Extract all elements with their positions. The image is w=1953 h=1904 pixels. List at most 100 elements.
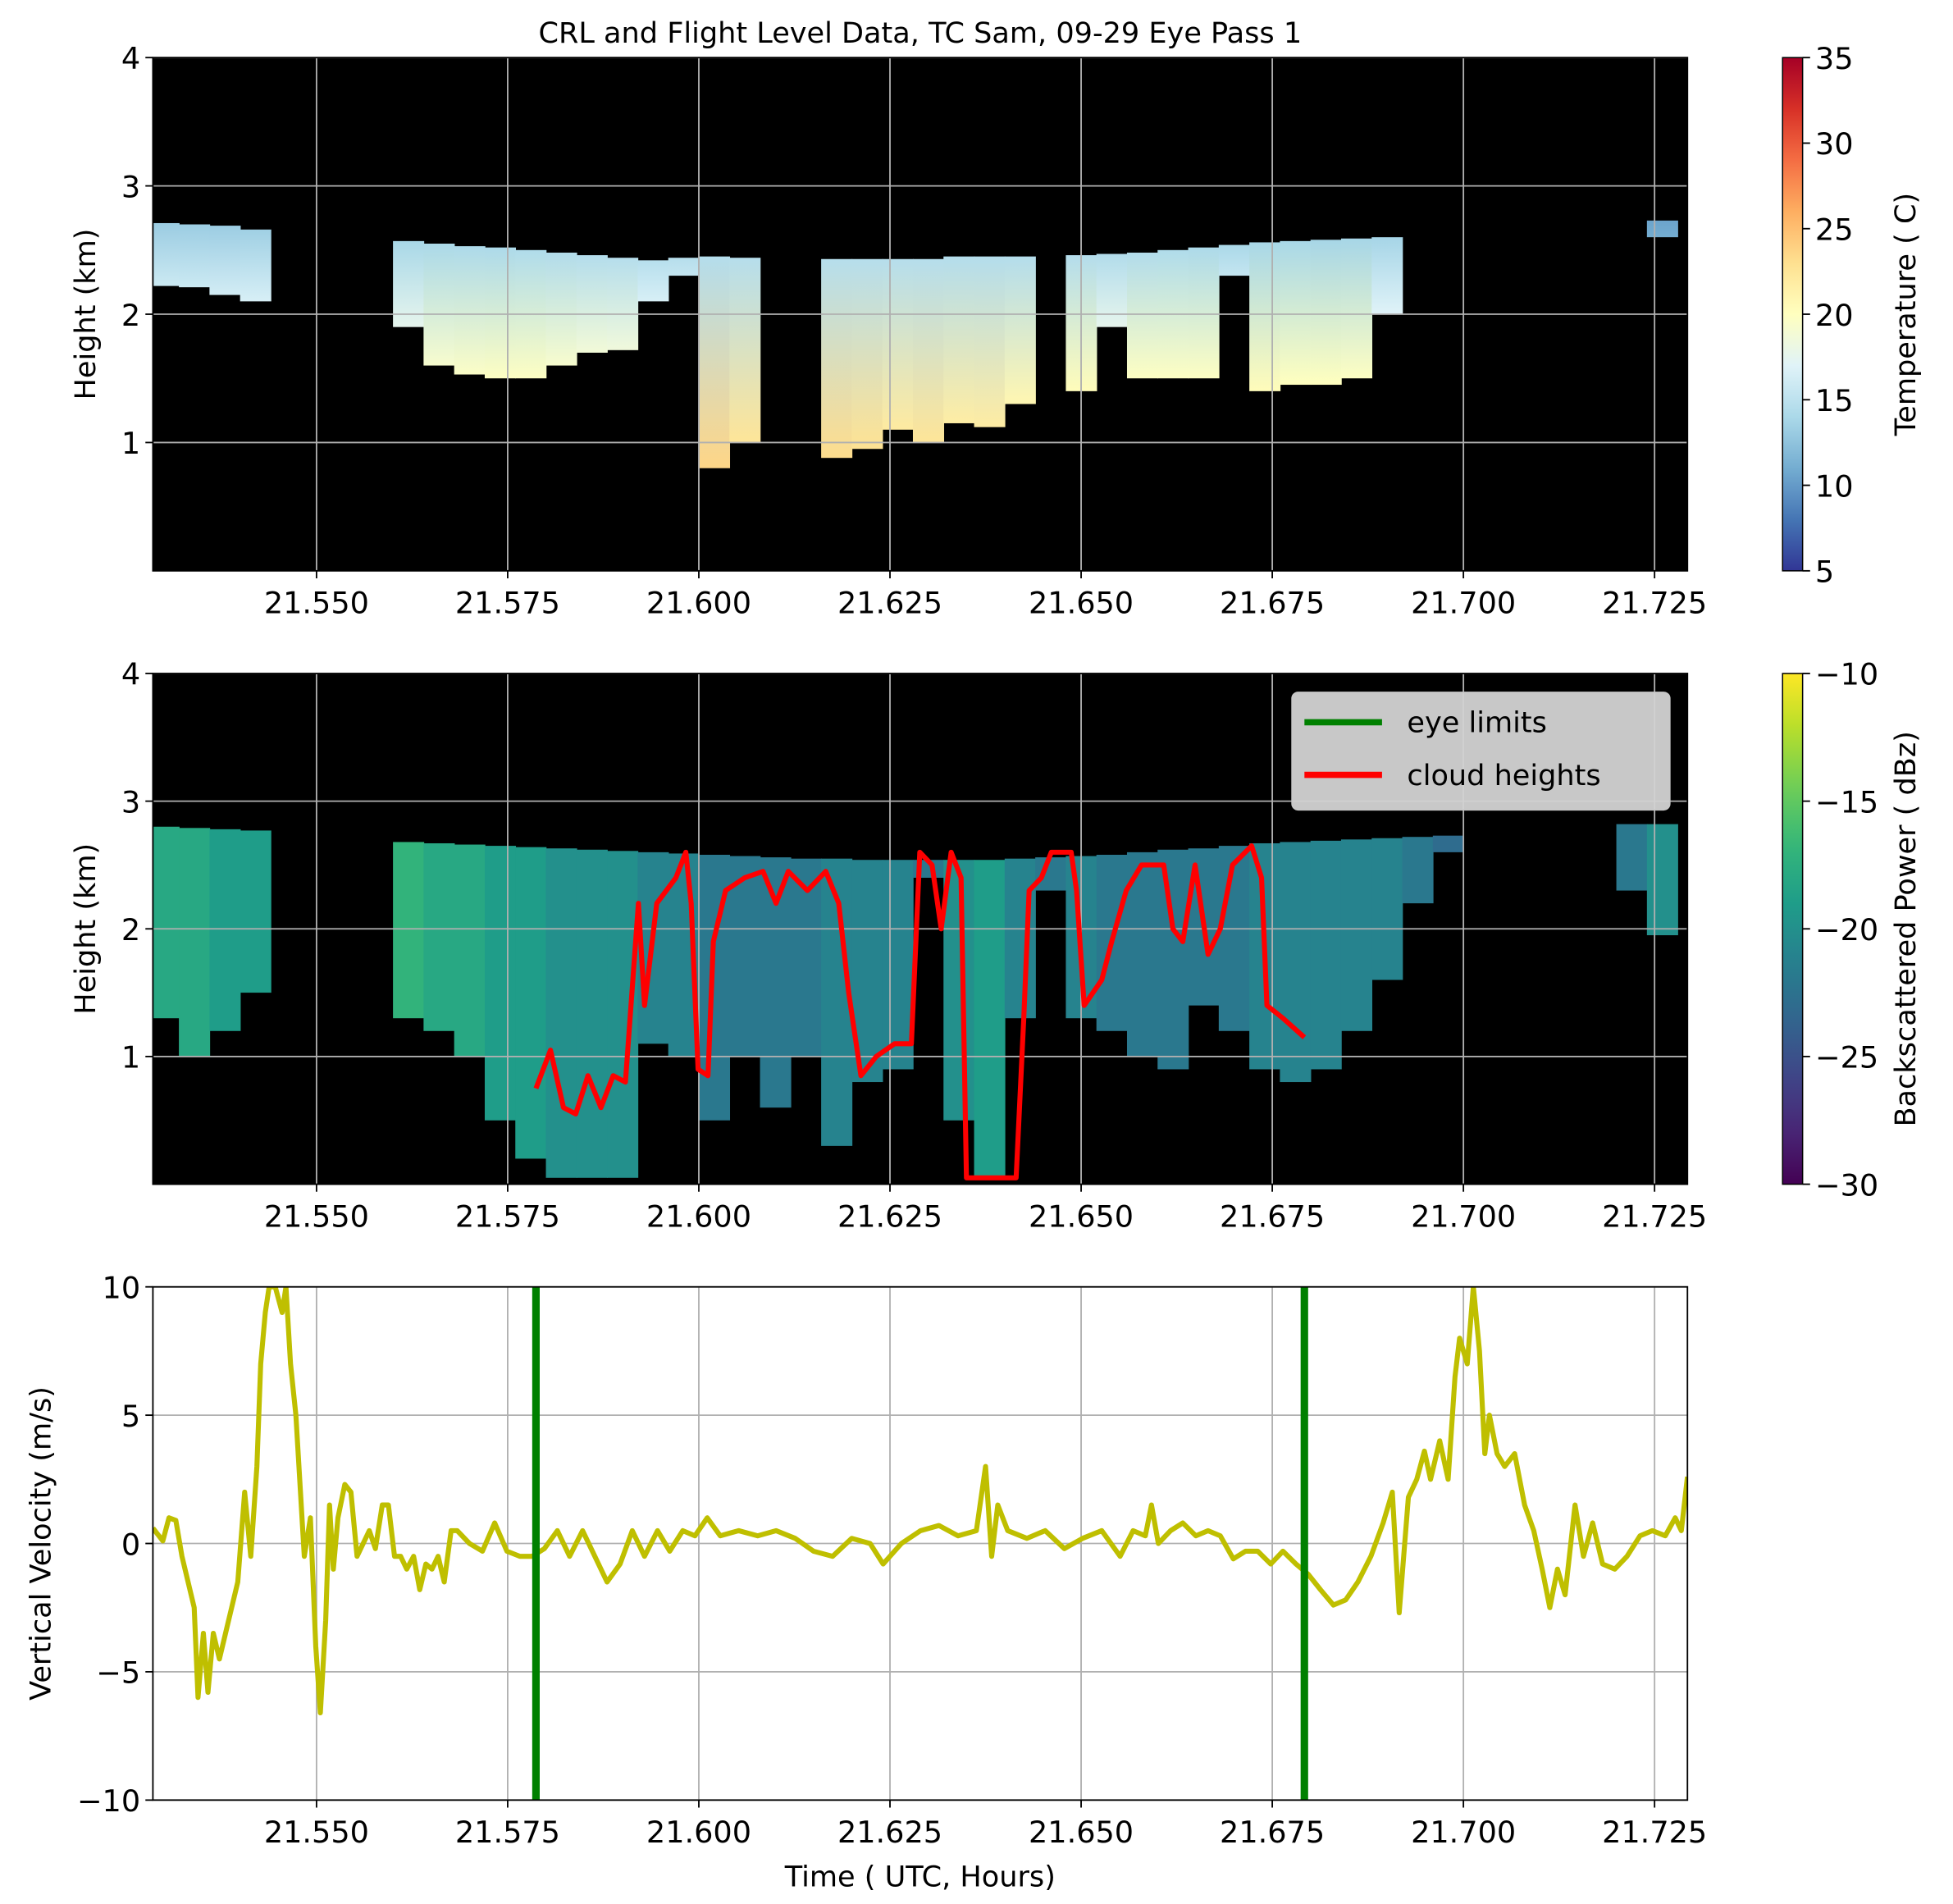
curtain-column (1646, 220, 1678, 238)
y-axis-label: Vertical Velocity (m/s) (24, 1386, 57, 1701)
x-axis-label: Time ( UTC, Hours) (784, 1861, 1056, 1894)
y-tick-label: 4 (121, 41, 140, 76)
curtain-column (912, 258, 945, 443)
curtain-column (576, 849, 608, 1178)
y-tick-label: 0 (121, 1527, 140, 1562)
y-tick-label: −5 (96, 1655, 140, 1691)
curtain-column (1310, 240, 1342, 386)
curtain-column (1218, 244, 1250, 276)
curtain-column (1126, 852, 1159, 1057)
curtain-column (484, 846, 517, 1121)
y-tick-label: 1 (121, 1040, 140, 1075)
x-tick-label: 21.550 (264, 1815, 369, 1850)
curtain-column (179, 224, 211, 288)
x-tick-label: 21.550 (264, 1199, 369, 1234)
x-tick-label: 21.575 (455, 586, 560, 621)
x-tick-label: 21.600 (646, 1199, 751, 1234)
curtain-column (882, 860, 914, 1070)
x-tick-label: 21.625 (837, 586, 942, 621)
curtain-column (821, 258, 853, 459)
colorbar-tick-label: 25 (1815, 212, 1854, 247)
curtain-column (1310, 840, 1342, 1070)
curtain-column (1157, 849, 1189, 1070)
y-tick-label: 5 (121, 1399, 140, 1434)
x-tick-label: 21.625 (837, 1199, 942, 1234)
curtain-column (209, 829, 241, 1031)
curtain-column (1035, 857, 1067, 891)
x-tick-label: 21.600 (646, 586, 751, 621)
curtain-column (668, 258, 700, 276)
curtain-column (454, 844, 486, 1057)
x-tick-label: 21.725 (1602, 1815, 1707, 1850)
curtain-column (1371, 237, 1403, 315)
curtain-column (545, 848, 577, 1178)
curtain-column (1402, 837, 1434, 904)
curtain-column (209, 226, 241, 295)
curtain-column (729, 856, 761, 1057)
legend-box (1291, 692, 1671, 811)
y-tick-label: −10 (77, 1783, 140, 1819)
x-tick-label: 21.575 (455, 1815, 560, 1850)
y-tick-label: 3 (121, 169, 140, 204)
curtain-column (851, 258, 883, 450)
y-tick-label: 2 (121, 912, 140, 947)
curtain-column (943, 256, 975, 423)
colorbar-tick-label: 5 (1815, 555, 1834, 590)
curtain-column (1004, 256, 1036, 404)
curtain-column (882, 258, 914, 430)
x-tick-label: 21.700 (1411, 1815, 1516, 1850)
curtain-column (1126, 252, 1159, 379)
curtain-column (974, 256, 1006, 427)
curtain-column (179, 828, 211, 1057)
curtain-column (393, 240, 425, 327)
y-tick-label: 2 (121, 298, 140, 333)
curtain-column (1432, 835, 1464, 852)
curtain-column (153, 222, 180, 286)
curtain-column (760, 857, 792, 1108)
plot-area (153, 1286, 1688, 1801)
colorbar-tick-label: 15 (1815, 383, 1854, 418)
curtain-column (1646, 824, 1678, 936)
curtain-column (1218, 846, 1250, 1031)
x-tick-label: 21.650 (1029, 586, 1134, 621)
x-tick-label: 21.575 (455, 1199, 560, 1234)
x-tick-label: 21.675 (1220, 1815, 1325, 1850)
curtain-column (545, 252, 577, 366)
colorbar-label: Backscattered Power ( dBz) (1889, 731, 1923, 1126)
colorbar-tick-label: −25 (1815, 1040, 1878, 1075)
y-tick-label: 10 (103, 1270, 141, 1305)
colorbar-tick-label: 30 (1815, 126, 1854, 162)
curtain-column (1188, 247, 1220, 379)
curtain-column (1249, 242, 1281, 391)
colorbar-tick-label: 20 (1815, 298, 1854, 333)
x-tick-label: 21.600 (646, 1815, 751, 1850)
curtain-column (607, 258, 639, 350)
y-tick-label: 3 (121, 784, 140, 820)
curtain-column (454, 246, 486, 375)
curtain-column (1371, 838, 1403, 980)
curtain-column (1280, 842, 1312, 1083)
curtain-column (607, 851, 639, 1178)
chart-title: CRL and Flight Level Data, TC Sam, 09-29… (539, 16, 1303, 50)
curtain-column (576, 255, 608, 353)
curtain-column (1616, 824, 1648, 891)
curtain-column (393, 842, 425, 1019)
colorbar-tick-label: −10 (1815, 657, 1878, 692)
y-tick-label: 1 (121, 426, 140, 461)
colorbar (1782, 673, 1804, 1185)
curtain-column (423, 243, 455, 366)
velocity-line (153, 1286, 1688, 1716)
y-tick-label: 4 (121, 657, 140, 692)
curtain-column (1004, 858, 1036, 1019)
x-tick-label: 21.725 (1602, 1199, 1707, 1234)
curtain-column (1096, 253, 1128, 327)
cloud-height-line (533, 843, 1307, 1180)
colorbar-tick-label: −15 (1815, 784, 1878, 820)
x-tick-label: 21.650 (1029, 1815, 1134, 1850)
curtain-column (974, 860, 1006, 1178)
curtain-column (698, 256, 731, 468)
x-tick-label: 21.700 (1411, 1199, 1516, 1234)
curtain-column (729, 258, 761, 443)
colorbar-tick-label: 35 (1815, 41, 1854, 76)
